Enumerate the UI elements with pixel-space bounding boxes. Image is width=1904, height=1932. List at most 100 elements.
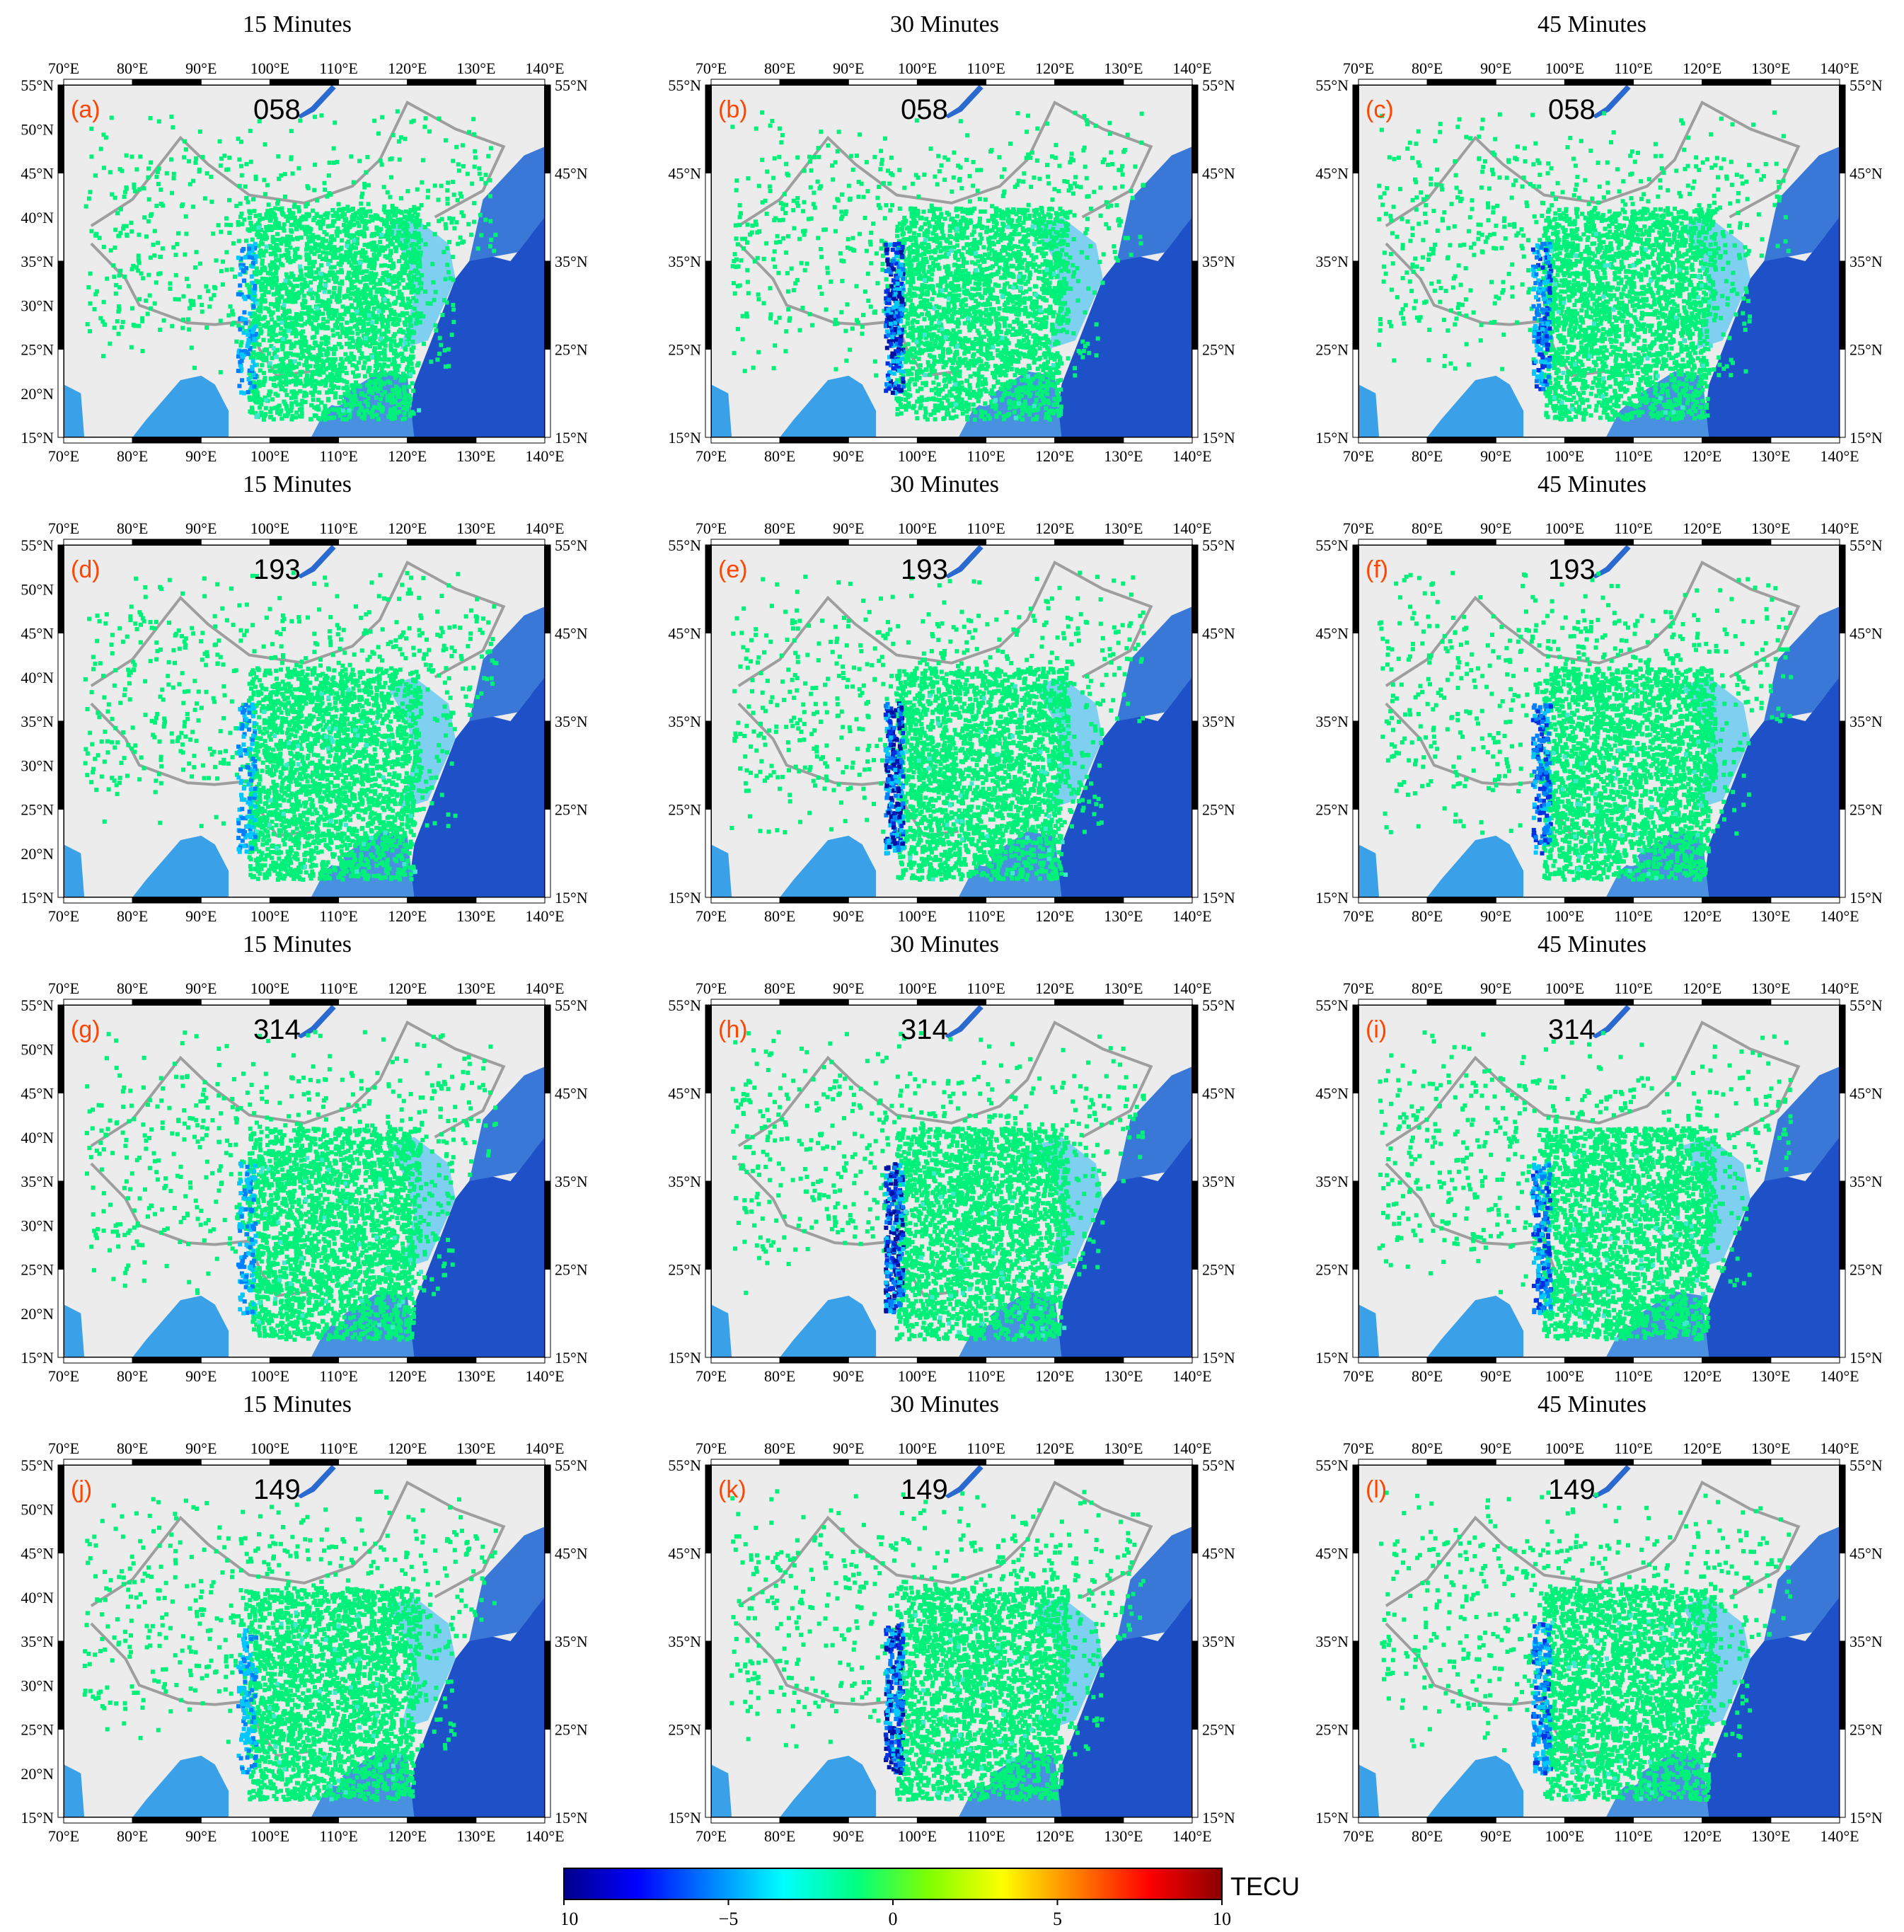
lon-tick-bottom: 80°E	[117, 1827, 148, 1845]
lat-tick-left: 15°N	[21, 429, 54, 447]
colorbar-unit-label: TECU	[1230, 1872, 1300, 1901]
lon-tick-top: 120°E	[1683, 519, 1721, 537]
lon-tick-top: 120°E	[1683, 59, 1721, 77]
lon-tick-top: 120°E	[388, 979, 427, 997]
lat-tick-left: 35°N	[1315, 1633, 1349, 1650]
colorbar-tick-label: 0	[889, 1909, 898, 1928]
lon-tick-bottom: 90°E	[185, 1367, 217, 1385]
lat-tick-left: 15°N	[668, 429, 701, 447]
lon-tick-top: 130°E	[1104, 979, 1143, 997]
lat-tick-left: 45°N	[668, 165, 701, 183]
lat-tick-left: 45°N	[21, 1545, 54, 1563]
lon-tick-top: 120°E	[1035, 979, 1074, 997]
lon-tick-bottom: 140°E	[1820, 1827, 1859, 1845]
lon-tick-bottom: 140°E	[1172, 907, 1211, 925]
lon-tick-top: 80°E	[1412, 59, 1443, 77]
lon-tick-top: 140°E	[1820, 519, 1859, 537]
lat-tick-left: 35°N	[668, 253, 701, 270]
panel-letter-label: (k)	[718, 1476, 746, 1503]
lat-tick-right: 15°N	[1202, 889, 1235, 907]
lat-tick-left: 15°N	[1315, 1809, 1349, 1827]
lon-tick-bottom: 130°E	[1751, 447, 1790, 465]
lon-tick-top: 70°E	[1343, 1439, 1374, 1457]
lon-tick-top: 140°E	[1820, 979, 1859, 997]
lat-tick-left: 15°N	[1315, 429, 1349, 447]
lat-tick-right: 45°N	[555, 1545, 588, 1563]
lon-tick-top: 120°E	[1683, 979, 1721, 997]
lon-tick-bottom: 120°E	[1683, 1367, 1721, 1385]
lon-tick-top: 110°E	[967, 59, 1005, 77]
lat-tick-left: 35°N	[21, 713, 54, 730]
lon-tick-bottom: 100°E	[898, 1367, 937, 1385]
lon-tick-bottom: 70°E	[696, 1827, 727, 1845]
lon-tick-top: 90°E	[185, 59, 217, 77]
lon-tick-top: 130°E	[1104, 519, 1143, 537]
lat-tick-right: 55°N	[1850, 996, 1883, 1014]
lat-tick-right: 35°N	[1202, 1173, 1235, 1190]
lon-tick-top: 110°E	[319, 59, 357, 77]
lon-tick-top: 80°E	[764, 979, 795, 997]
lat-tick-right: 15°N	[555, 429, 588, 447]
lon-tick-top: 70°E	[696, 1439, 727, 1457]
lat-tick-right: 55°N	[1202, 996, 1235, 1014]
lon-tick-bottom: 80°E	[764, 1827, 795, 1845]
lon-tick-top: 110°E	[319, 1439, 357, 1457]
lat-tick-left: 55°N	[21, 536, 54, 554]
lon-tick-bottom: 140°E	[1172, 1367, 1211, 1385]
lon-tick-bottom: 80°E	[1412, 447, 1443, 465]
lon-tick-bottom: 90°E	[1480, 1827, 1511, 1845]
lon-tick-top: 130°E	[1751, 519, 1790, 537]
map-svg: 70°E70°E80°E80°E90°E90°E100°E100°E110°E1…	[1295, 471, 1903, 927]
prn-label: 058	[253, 94, 301, 125]
lon-tick-bottom: 110°E	[319, 907, 357, 925]
lon-tick-bottom: 130°E	[1104, 1367, 1143, 1385]
lat-tick-right: 15°N	[1850, 1349, 1883, 1367]
lon-tick-top: 110°E	[1614, 979, 1652, 997]
lat-tick-left: 55°N	[1315, 1456, 1349, 1474]
lon-tick-bottom: 140°E	[1172, 447, 1211, 465]
lat-tick-left: 15°N	[668, 889, 701, 907]
lat-tick-right: 15°N	[555, 889, 588, 907]
lon-tick-top: 90°E	[185, 519, 217, 537]
lat-tick-left: 55°N	[668, 76, 701, 94]
lon-tick-bottom: 100°E	[898, 1827, 937, 1845]
lat-tick-left: 50°N	[21, 580, 54, 598]
lon-tick-bottom: 80°E	[1412, 1827, 1443, 1845]
lon-tick-bottom: 120°E	[388, 1827, 427, 1845]
lon-tick-top: 80°E	[117, 519, 148, 537]
lon-tick-bottom: 140°E	[525, 907, 564, 925]
lat-tick-right: 55°N	[1202, 76, 1235, 94]
lon-tick-bottom: 110°E	[967, 447, 1005, 465]
lon-tick-top: 110°E	[967, 1439, 1005, 1457]
lat-tick-right: 55°N	[1850, 536, 1883, 554]
lat-tick-right: 35°N	[555, 253, 588, 270]
lon-tick-top: 130°E	[1104, 59, 1143, 77]
lat-tick-right: 15°N	[1850, 889, 1883, 907]
lon-tick-bottom: 110°E	[967, 1827, 1005, 1845]
lon-tick-bottom: 120°E	[388, 447, 427, 465]
lon-tick-top: 90°E	[1480, 59, 1511, 77]
lon-tick-bottom: 90°E	[185, 1827, 217, 1845]
lon-tick-bottom: 140°E	[525, 1827, 564, 1845]
lat-tick-left: 20°N	[21, 1305, 54, 1323]
lon-tick-top: 70°E	[1343, 59, 1374, 77]
lat-tick-left: 25°N	[668, 1721, 701, 1739]
lon-tick-top: 90°E	[1480, 1439, 1511, 1457]
lat-tick-right: 35°N	[1202, 1633, 1235, 1650]
lon-tick-bottom: 110°E	[319, 1367, 357, 1385]
lat-tick-left: 35°N	[668, 713, 701, 730]
lat-tick-right: 45°N	[1850, 165, 1883, 183]
lon-tick-top: 120°E	[1683, 1439, 1721, 1457]
lat-tick-left: 35°N	[668, 1633, 701, 1650]
lat-tick-left: 35°N	[1315, 713, 1349, 730]
lat-tick-left: 15°N	[668, 1349, 701, 1367]
lat-tick-left: 20°N	[21, 845, 54, 863]
prn-label: 193	[253, 554, 301, 585]
lat-tick-left: 25°N	[1315, 1261, 1349, 1279]
map-svg: 70°E70°E80°E80°E90°E90°E100°E100°E110°E1…	[647, 471, 1256, 927]
